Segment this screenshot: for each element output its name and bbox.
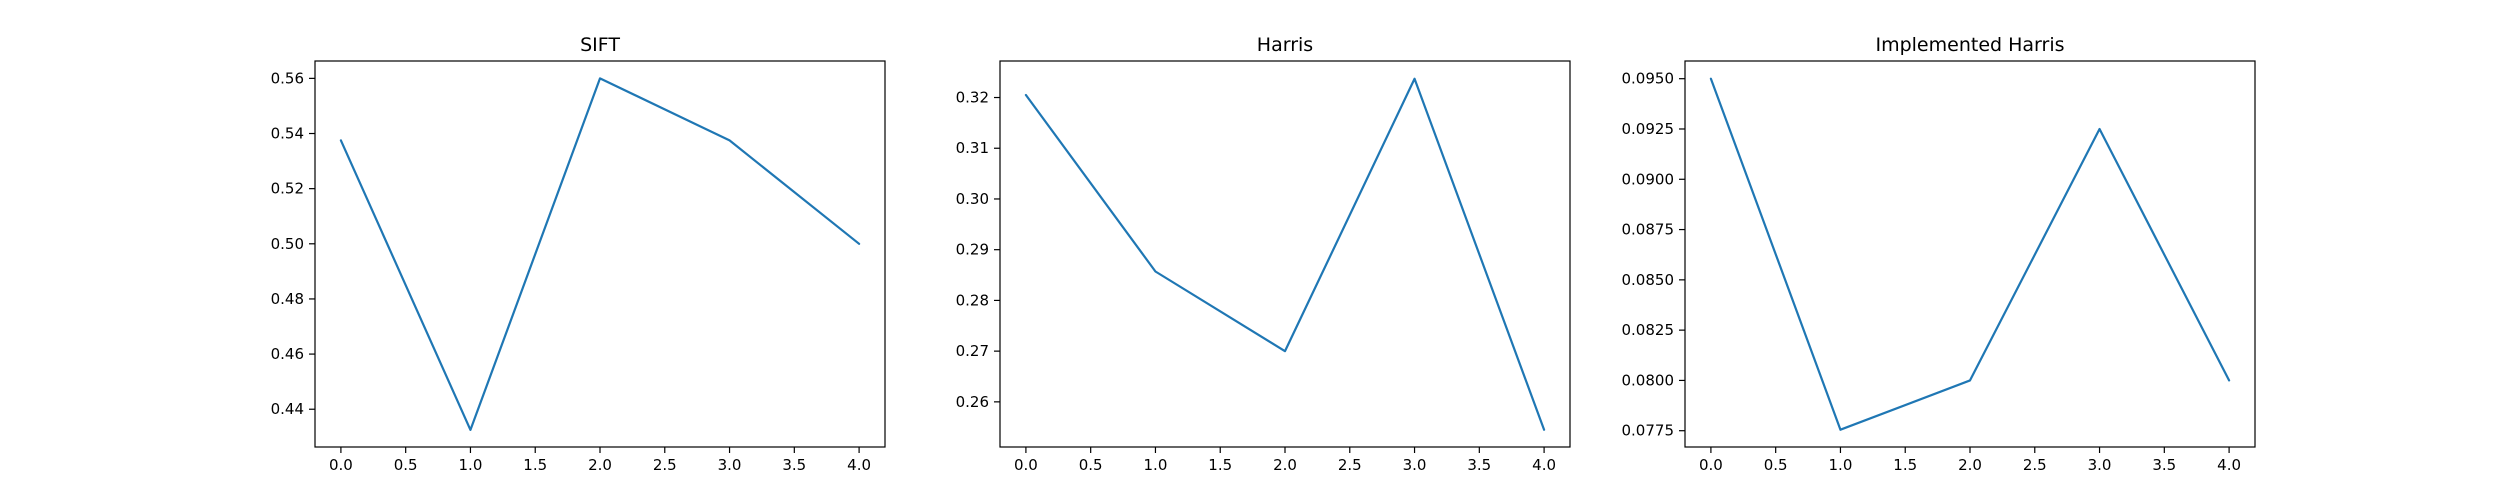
x-tick-label: 4.0 — [2217, 456, 2241, 474]
subplot-3: Implemented Harris 0.0 0.5 1.0 1.5 2.0 2.5 3.0 3… — [1622, 34, 2256, 474]
y-tick-label: 0.0875 — [1622, 221, 1675, 239]
y-tick-label: 0.0925 — [1622, 120, 1675, 138]
chart-title: Implemented Harris — [1875, 34, 2064, 56]
y-tick-label: 0.29 — [956, 241, 989, 259]
y-tick-label: 0.30 — [956, 190, 989, 208]
x-tick-label: 0.5 — [1079, 456, 1103, 474]
x-tick-label: 3.5 — [1467, 456, 1491, 474]
chart-title: Harris — [1257, 34, 1313, 56]
y-tick-label: 0.31 — [956, 139, 989, 157]
y-tick-label: 0.48 — [271, 290, 304, 308]
y-tick-label: 0.0900 — [1622, 170, 1675, 188]
y-tick-label: 0.44 — [271, 400, 304, 418]
x-tick-label: 1.0 — [1829, 456, 1853, 474]
x-tick-label: 1.0 — [1144, 456, 1168, 474]
y-tick-label: 0.56 — [271, 69, 304, 87]
x-tick-label: 2.5 — [1338, 456, 1362, 474]
x-tick-label: 1.0 — [459, 456, 483, 474]
x-tick-label: 0.5 — [394, 456, 418, 474]
y-tick-label: 0.0800 — [1622, 371, 1675, 389]
x-tick-label: 1.5 — [1208, 456, 1232, 474]
series-line-1 — [1024, 77, 1546, 431]
x-tick-label: 0.0 — [1014, 456, 1038, 474]
y-tick-label: 0.0775 — [1622, 422, 1675, 440]
y-tick-label: 0.27 — [956, 342, 989, 360]
series-line-1 — [1709, 77, 2231, 431]
y-tick-label: 0.46 — [271, 345, 304, 363]
y-tick-label: 0.32 — [956, 89, 989, 107]
x-tick-label: 0.0 — [329, 456, 353, 474]
y-tick-label: 0.0950 — [1622, 70, 1675, 88]
x-tick-label: 0.5 — [1764, 456, 1788, 474]
x-tick-label: 2.0 — [1273, 456, 1297, 474]
x-tick-label: 4.0 — [1532, 456, 1556, 474]
axes-frame — [314, 60, 886, 448]
x-tick-label: 3.0 — [718, 456, 742, 474]
x-tick-label: 0.0 — [1699, 456, 1723, 474]
series-line-1 — [339, 77, 861, 432]
chart-title: SIFT — [580, 34, 620, 56]
y-tick-label: 0.0850 — [1622, 271, 1675, 289]
y-tick-label: 0.52 — [271, 180, 304, 198]
subplot-2: Harris 0.0 0.5 1.0 1.5 2.0 2.5 3.0 3.5 4.0 0.26 0.2… — [956, 34, 1571, 474]
x-tick-label: 2.5 — [653, 456, 677, 474]
y-tick-label: 0.50 — [271, 235, 304, 253]
y-tick-label: 0.26 — [956, 393, 989, 411]
y-tick-label: 0.54 — [271, 125, 304, 143]
x-tick-label: 2.0 — [1958, 456, 1982, 474]
x-tick-label: 3.5 — [782, 456, 806, 474]
axes-frame — [1684, 60, 2256, 448]
x-tick-label: 4.0 — [847, 456, 871, 474]
x-tick-label: 1.5 — [523, 456, 547, 474]
x-tick-label: 3.0 — [1403, 456, 1427, 474]
x-tick-label: 3.0 — [2088, 456, 2112, 474]
y-tick-label: 0.28 — [956, 291, 989, 309]
x-tick-label: 1.5 — [1893, 456, 1917, 474]
x-tick-label: 2.5 — [2023, 456, 2047, 474]
x-tick-label: 3.5 — [2152, 456, 2176, 474]
y-tick-label: 0.0825 — [1622, 321, 1675, 339]
x-tick-label: 2.0 — [588, 456, 612, 474]
subplot-1: SIFT 0.0 0.5 1.0 1.5 2.0 2.5 3.0 3.5 4.0 0.44 0.46 0… — [271, 34, 886, 474]
axes-frame — [999, 60, 1571, 448]
